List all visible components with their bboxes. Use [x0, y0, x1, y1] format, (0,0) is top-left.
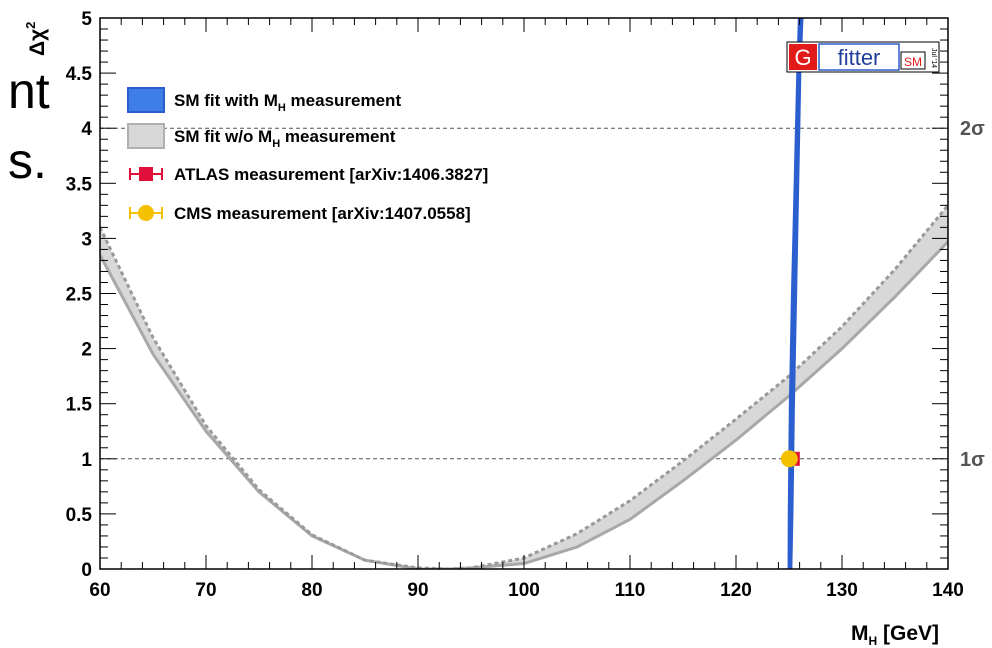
gfitter-logo-g: G [794, 45, 811, 70]
legend-label-cms: CMS measurement [arXiv:1407.0558] [174, 204, 471, 223]
y-tick-label: 3 [81, 229, 92, 250]
gfitter-logo-sm: SM [904, 55, 922, 69]
cms-point [780, 450, 798, 468]
y-tick-label: 2.5 [66, 285, 93, 306]
y-axis-title: Δχ2 [23, 22, 49, 56]
x-tick-label: 140 [932, 580, 964, 601]
gfitter-logo-fitter-box [818, 43, 900, 71]
band-sm-fit-without-mh [100, 205, 948, 569]
background-text-fragment: nt [8, 63, 50, 119]
background-text-fragment: s. [8, 133, 47, 189]
band-sm-fit-with-mh-right-edge [788, 18, 804, 569]
x-tick-label: 120 [720, 580, 752, 601]
gfitter-logo-fitter: fitter [838, 45, 881, 70]
band-sm-fit-without-mh-lower-edge [100, 240, 948, 569]
y-tick-label: 1.5 [66, 395, 93, 416]
gfitter-logo-sm-box [900, 51, 926, 70]
legend-label-atlas: ATLAS measurement [arXiv:1406.3827] [174, 165, 488, 184]
y-tick-label: 5 [81, 9, 92, 30]
legend-swatch-sm-fit-without [127, 123, 165, 149]
sigma-label: 2σ [960, 118, 985, 140]
gfitter-logo-g-box [789, 44, 817, 70]
x-tick-label: 80 [301, 580, 322, 601]
legend-swatch-sm-fit-with [127, 87, 165, 113]
x-tick-label: 90 [407, 580, 428, 601]
gfitter-logo-date: Jul '14 [930, 48, 937, 68]
y-tick-label: 3.5 [66, 174, 93, 195]
legend-cms-marker [138, 205, 154, 221]
legend: SM fit with MH measurement SM fit w/o MH… [127, 87, 488, 223]
legend-label-sm-fit-without: SM fit w/o MH measurement [174, 127, 396, 150]
y-tick-label: 0 [81, 560, 92, 581]
x-tick-label: 70 [195, 580, 216, 601]
gfitter-logo: G fitter SM Jul '14 [786, 41, 940, 73]
y-tick-label: 4 [81, 119, 92, 140]
x-tick-label: 130 [826, 580, 858, 601]
y-tick-label: 1 [81, 450, 92, 471]
y-tick-label: 4.5 [66, 64, 93, 85]
band-sm-fit-without-mh-upper-edge [100, 204, 948, 569]
x-tick-label: 100 [508, 580, 540, 601]
y-tick-label: 0.5 [66, 505, 93, 526]
legend-atlas-marker [139, 167, 153, 181]
sigma-label: 1σ [960, 449, 985, 471]
x-tick-label: 110 [615, 580, 646, 601]
plot-area [100, 18, 948, 569]
x-tick-label: 60 [89, 580, 110, 601]
x-axis-title: MH [GeV] [851, 622, 939, 648]
y-tick-label: 2 [81, 340, 92, 361]
legend-label-sm-fit-with: SM fit with MH measurement [174, 91, 401, 114]
